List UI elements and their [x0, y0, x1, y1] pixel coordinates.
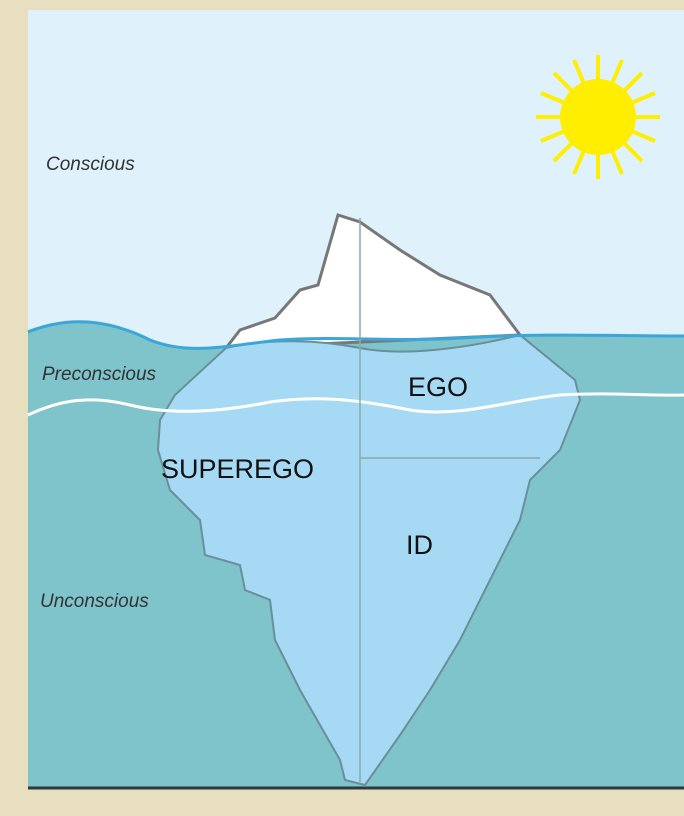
sun	[536, 55, 660, 179]
conscious-label: Conscious	[46, 154, 135, 175]
iceberg-diagram: Conscious Preconscious Unconscious EGO S…	[0, 0, 684, 816]
ego-label: EGO	[408, 372, 468, 402]
unconscious-label: Unconscious	[40, 591, 149, 612]
id-label: ID	[406, 530, 433, 560]
superego-label: SUPEREGO	[161, 454, 314, 484]
preconscious-label: Preconscious	[42, 364, 157, 385]
page: Conscious Preconscious Unconscious EGO S…	[0, 0, 684, 816]
bottom-border	[28, 788, 684, 816]
